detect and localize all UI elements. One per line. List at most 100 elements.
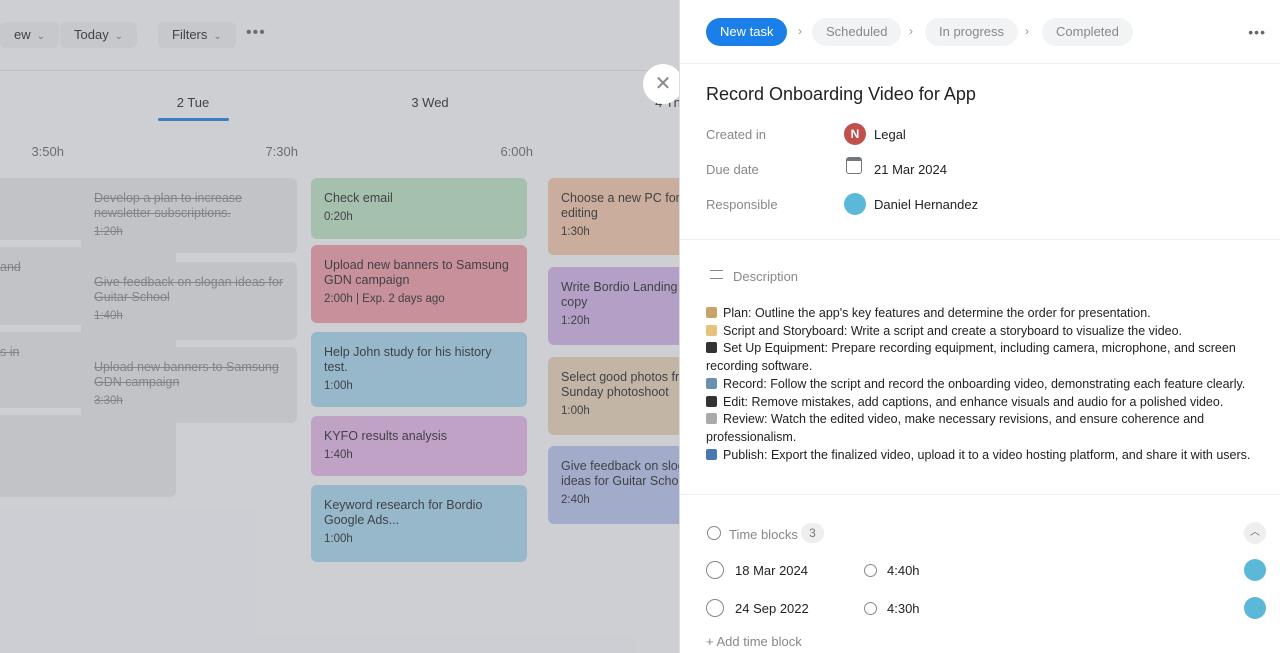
block-duration: 4:40h	[887, 563, 920, 578]
card-time: 1:30h	[561, 226, 590, 238]
emoji-icon	[706, 413, 717, 425]
status-step[interactable]: Completed	[1042, 18, 1133, 46]
task-title: Record Onboarding Video for App	[706, 84, 976, 104]
calendar-icon	[846, 157, 862, 174]
card-time: 1:00h	[561, 405, 590, 417]
card-title: Select good photos fr Sunday photoshoot	[561, 370, 680, 399]
task-card[interactable]: KYFO results analysis 1:40h	[311, 416, 527, 476]
sep	[680, 63, 1280, 64]
card-title: Check email	[324, 191, 393, 205]
description-text: Review: Watch the edited video, make nec…	[706, 412, 1205, 444]
description-line: Edit: Remove mistakes, add captions, and…	[706, 394, 1266, 412]
description-line: Plan: Outline the app's key features and…	[706, 305, 1266, 323]
card-title: Upload new banners to Samsung GDN campai…	[94, 360, 279, 389]
chevron: ›	[1025, 24, 1029, 38]
card-title: KYFO results analysis	[324, 429, 447, 443]
card-time: 1:20h	[561, 315, 590, 327]
emoji-icon	[706, 377, 717, 389]
more[interactable]: •••	[1248, 24, 1266, 40]
description-line: Set Up Equipment: Prepare recording equi…	[706, 340, 1266, 375]
card-time: 1:00h	[324, 380, 353, 392]
time-label: 6:00h	[500, 144, 533, 159]
add-time-block[interactable]: + Add time block	[706, 634, 802, 649]
card-time: 1:20h	[94, 226, 123, 238]
description-text: Script and Storyboard: Write a script an…	[723, 323, 1183, 338]
desc-label: Description	[733, 269, 799, 284]
status-step[interactable]: Scheduled	[812, 18, 902, 46]
toolbar-button[interactable]: Today ⌄	[60, 22, 138, 48]
card-title: Write Bordio Landing copy	[561, 280, 678, 309]
description-line: Publish: Export the finalized video, upl…	[706, 447, 1266, 465]
card-title: Keyword research for Bordio Google Ads..…	[324, 498, 483, 527]
avatar	[1244, 597, 1266, 619]
field-value: Legal	[874, 127, 906, 142]
time-label: 7:30h	[265, 144, 298, 159]
card-title: and	[0, 260, 21, 274]
field-label: Responsible	[706, 197, 778, 212]
overlay[interactable]	[0, 0, 679, 653]
description-text: Edit: Remove mistakes, add captions, and…	[723, 394, 1224, 409]
task-card[interactable]: Upload new banners to Samsung GDN campai…	[311, 245, 527, 323]
description-line: Script and Storyboard: Write a script an…	[706, 323, 1266, 341]
time-label: 3:50h	[31, 144, 64, 159]
description-line: Record: Follow the script and record the…	[706, 376, 1266, 394]
toolbar-label: ew	[14, 27, 31, 42]
task-card[interactable]: Develop a plan to increase newsletter su…	[81, 178, 297, 253]
task-panel: New task › Scheduled › In progress › Completed…	[679, 0, 1280, 653]
toolbar-button[interactable]: ew ⌄	[0, 22, 60, 48]
card-time: 2:00h | Exp. 2 days ago	[324, 293, 445, 305]
time-blocks-label: Time blocks	[729, 527, 798, 542]
task-card[interactable]: Check email 0:20h	[311, 178, 527, 239]
emoji-icon	[706, 448, 717, 460]
card-title: Choose a new PC for editing	[561, 191, 680, 220]
card-time: 3:30h	[94, 395, 123, 407]
checkbox[interactable]	[706, 599, 724, 617]
emoji-icon	[706, 307, 717, 318]
clock-icon	[864, 602, 877, 615]
emoji-icon	[706, 342, 717, 354]
card-time: 0:20h	[324, 211, 353, 223]
day-label: 2 Tue	[176, 95, 210, 110]
card-title: Give feedback on slog ideas for Guitar S…	[561, 459, 685, 488]
toolbar-label: Filters	[172, 27, 208, 42]
clock-icon	[707, 526, 721, 540]
chevron: ⌄	[114, 31, 124, 42]
block-date: 24 Sep 2022	[735, 601, 809, 616]
description-text: Set Up Equipment: Prepare recording equi…	[706, 341, 1236, 374]
task-card[interactable]: Give feedback on slogan ideas for Guitar…	[81, 262, 297, 340]
badge: N	[844, 123, 866, 145]
day-underline	[158, 118, 229, 121]
task-card[interactable]	[0, 415, 176, 497]
desc-icon	[710, 270, 723, 279]
chevron: ⌄	[213, 31, 222, 42]
task-card[interactable]: Keyword research for Bordio Google Ads..…	[311, 485, 527, 562]
task-card[interactable]: Help John study for his history test. 1:0…	[311, 332, 527, 407]
count-badge: 3	[801, 523, 824, 543]
toolbar-label: Today	[74, 27, 109, 42]
chevron: ⌄	[36, 31, 46, 42]
description: Plan: Outline the app's key features and…	[706, 305, 1266, 464]
status-step[interactable]: New task	[706, 18, 788, 46]
card-time: 2:40h	[561, 494, 590, 506]
field-value: 21 Mar 2024	[874, 162, 947, 177]
block-duration: 4:30h	[887, 601, 920, 616]
close-button[interactable]: ✕	[643, 64, 683, 104]
card-title: Develop a plan to increase newsletter su…	[94, 191, 243, 220]
avatar	[844, 193, 866, 215]
more: •••	[246, 24, 266, 41]
card-title: Help John study for his history test.	[324, 345, 492, 374]
card-time: 1:00h	[324, 533, 353, 545]
card-time: 1:40h	[94, 310, 123, 322]
field-label: Created in	[706, 127, 766, 142]
status-step[interactable]: In progress	[925, 18, 1019, 46]
chevron: ›	[909, 24, 913, 38]
checkbox[interactable]	[706, 561, 724, 579]
toolbar-button[interactable]: Filters ⌄	[158, 22, 236, 48]
collapse-button[interactable]: ︿	[1244, 522, 1266, 544]
description-text: Publish: Export the finalized video, upl…	[723, 447, 1251, 462]
field-label: Due date	[706, 162, 759, 177]
field-value: Daniel Hernandez	[874, 197, 979, 212]
card-title: Give feedback on slogan ideas for Guitar…	[94, 275, 284, 304]
task-card[interactable]: Upload new banners to Samsung GDN campai…	[81, 347, 297, 423]
